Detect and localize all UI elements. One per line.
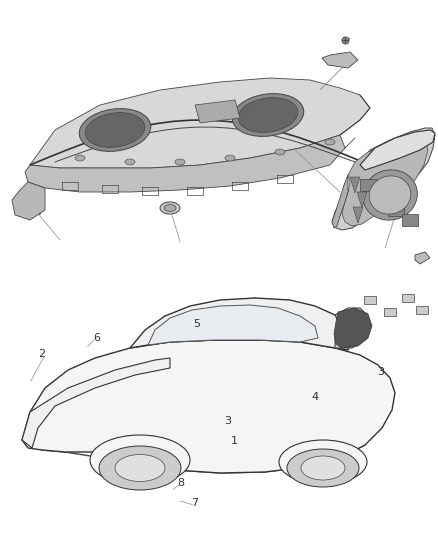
Ellipse shape: [287, 449, 359, 487]
Ellipse shape: [115, 455, 165, 481]
Polygon shape: [335, 308, 370, 348]
Polygon shape: [30, 78, 370, 168]
Ellipse shape: [79, 109, 151, 151]
Ellipse shape: [232, 94, 304, 136]
Polygon shape: [22, 358, 170, 448]
Polygon shape: [12, 182, 45, 220]
Ellipse shape: [175, 159, 185, 165]
Polygon shape: [350, 177, 360, 193]
Ellipse shape: [325, 139, 335, 145]
Text: 5: 5: [193, 319, 200, 328]
Polygon shape: [402, 294, 414, 302]
Text: 4: 4: [312, 392, 319, 402]
Polygon shape: [332, 175, 348, 228]
Ellipse shape: [275, 149, 285, 155]
Text: 3: 3: [224, 416, 231, 426]
Polygon shape: [364, 296, 376, 304]
Ellipse shape: [75, 155, 85, 161]
Ellipse shape: [99, 446, 181, 490]
Ellipse shape: [164, 205, 176, 212]
Ellipse shape: [279, 440, 367, 484]
Ellipse shape: [160, 202, 180, 214]
Ellipse shape: [85, 112, 145, 147]
Polygon shape: [388, 204, 404, 216]
Polygon shape: [332, 128, 435, 230]
Text: 1: 1: [231, 437, 238, 446]
Polygon shape: [360, 130, 435, 170]
Polygon shape: [353, 207, 363, 223]
Ellipse shape: [90, 435, 190, 485]
Ellipse shape: [363, 170, 417, 220]
Polygon shape: [415, 252, 430, 264]
Ellipse shape: [301, 456, 345, 480]
Text: 2: 2: [38, 350, 45, 359]
Ellipse shape: [238, 98, 298, 132]
Text: 6: 6: [94, 334, 101, 343]
Polygon shape: [416, 306, 428, 314]
Polygon shape: [357, 192, 367, 208]
Ellipse shape: [369, 176, 411, 214]
Ellipse shape: [125, 159, 135, 165]
Polygon shape: [374, 192, 390, 204]
Polygon shape: [334, 308, 372, 348]
Polygon shape: [360, 179, 376, 191]
Polygon shape: [402, 214, 418, 226]
Polygon shape: [148, 305, 318, 345]
Polygon shape: [384, 308, 396, 316]
Text: 7: 7: [191, 498, 198, 507]
Polygon shape: [195, 100, 240, 123]
Text: 8: 8: [177, 479, 184, 488]
Text: 3: 3: [378, 367, 385, 377]
Polygon shape: [22, 340, 395, 473]
Ellipse shape: [225, 155, 235, 161]
Polygon shape: [25, 135, 345, 192]
Polygon shape: [322, 52, 358, 68]
Polygon shape: [342, 138, 428, 226]
Polygon shape: [130, 298, 352, 350]
